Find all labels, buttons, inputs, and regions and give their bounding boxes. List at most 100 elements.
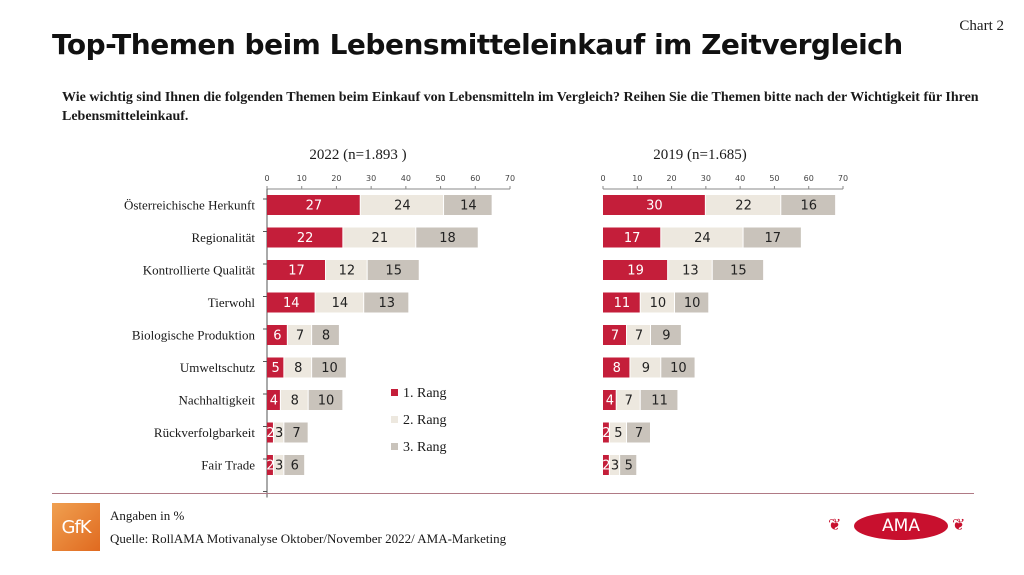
- bar-value-label: 11: [614, 296, 631, 311]
- legend-swatch-3: [391, 443, 398, 450]
- bar-segment-1: [603, 455, 609, 475]
- bar-segment-1: [267, 195, 360, 215]
- bar-segment-2: [343, 227, 416, 248]
- bar-value-label: 6: [273, 329, 281, 344]
- bar-value-label: 3: [611, 459, 619, 474]
- footer-divider: [52, 493, 974, 494]
- bar-value-label: 14: [332, 296, 349, 311]
- bar-value-label: 5: [272, 361, 280, 376]
- bar-segment-3: [367, 260, 419, 280]
- bar-value-label: 15: [385, 264, 402, 279]
- bar-segment-2: [315, 292, 364, 313]
- bar-segment-2: [287, 325, 312, 345]
- legend-swatch-1: [391, 389, 398, 396]
- bar-segment-3: [640, 390, 678, 410]
- bar-segment-1: [267, 292, 315, 313]
- bar-value-label: 7: [635, 426, 643, 441]
- ornament-right-icon: ❦: [952, 517, 966, 534]
- bar-segment-2: [284, 357, 312, 378]
- bar-value-label: 8: [322, 329, 330, 344]
- x-tick-label: 70: [838, 174, 848, 183]
- x-tick-label: 70: [505, 174, 515, 183]
- bar-segment-3: [712, 260, 764, 280]
- bar-segment-2: [661, 227, 743, 248]
- bar-segment-3: [284, 455, 305, 475]
- x-tick-label: 20: [666, 174, 676, 183]
- bar-segment-3: [444, 195, 492, 215]
- footnote-unit: Angaben in %: [110, 508, 185, 523]
- chart-title-1: 2019 (n=1.685): [653, 147, 746, 163]
- bar-value-label: 9: [642, 361, 650, 376]
- ama-logo-text: AMA: [854, 512, 948, 540]
- bar-value-label: 27: [306, 199, 323, 214]
- x-tick-label: 0: [264, 174, 269, 183]
- bar-value-label: 7: [635, 329, 643, 344]
- bar-value-label: 10: [650, 296, 667, 311]
- bar-value-label: 10: [684, 296, 701, 311]
- bar-segment-1: [267, 357, 284, 378]
- survey-question: Wie wichtig sind Ihnen die folgenden The…: [62, 90, 979, 124]
- x-tick-label: 30: [366, 174, 376, 183]
- bar-value-label: 9: [662, 329, 670, 344]
- bar-segment-1: [603, 227, 661, 248]
- bar-value-label: 5: [614, 426, 622, 441]
- bar-value-label: 17: [764, 231, 781, 246]
- bar-value-label: 19: [627, 264, 644, 279]
- category-label: Biologische Produktion: [132, 328, 256, 343]
- bar-value-label: 8: [613, 361, 621, 376]
- chart-number: Chart 2: [959, 18, 1004, 34]
- bar-segment-2: [627, 325, 650, 345]
- bar-segment-1: [603, 357, 630, 378]
- ama-logo: ❦ AMA ❦: [828, 510, 974, 542]
- bar-value-label: 6: [291, 459, 299, 474]
- bar-value-label: 8: [291, 394, 299, 409]
- x-tick-label: 0: [600, 174, 605, 183]
- bar-segment-1: [603, 260, 668, 280]
- bar-segment-3: [364, 292, 409, 313]
- bar-value-label: 15: [730, 264, 747, 279]
- gfk-logo: GfK: [52, 503, 100, 551]
- bar-segment-1: [603, 390, 616, 410]
- x-tick-label: 10: [632, 174, 642, 183]
- bar-segment-2: [640, 292, 674, 313]
- bar-value-label: 24: [394, 199, 411, 214]
- bar-value-label: 21: [372, 231, 389, 246]
- bar-segment-3: [627, 422, 650, 443]
- bar-segment-2: [705, 195, 781, 215]
- bar-segment-2: [668, 260, 712, 280]
- legend-swatch-2: [391, 416, 398, 423]
- bar-value-label: 4: [606, 394, 614, 409]
- bar-segment-2: [280, 390, 308, 410]
- bar-value-label: 13: [378, 296, 395, 311]
- x-tick-label: 10: [297, 174, 307, 183]
- x-tick-label: 40: [735, 174, 745, 183]
- chart-title-0: 2022 (n=1.893 ): [309, 147, 406, 163]
- bar-value-label: 5: [625, 459, 633, 474]
- bar-segment-2: [609, 455, 620, 475]
- bar-segment-1: [267, 422, 273, 443]
- bar-segment-3: [284, 422, 308, 443]
- bar-value-label: 7: [296, 329, 304, 344]
- bar-value-label: 13: [682, 264, 699, 279]
- bar-segment-3: [781, 195, 836, 215]
- bar-value-label: 10: [321, 361, 338, 376]
- bar-segment-3: [308, 390, 343, 410]
- bar-segment-1: [267, 227, 343, 248]
- bar-value-label: 3: [275, 459, 283, 474]
- category-label: Umweltschutz: [180, 360, 255, 375]
- x-tick-label: 50: [435, 174, 445, 183]
- bar-value-label: 11: [651, 394, 668, 409]
- bar-value-label: 17: [288, 264, 305, 279]
- bar-segment-1: [603, 292, 640, 313]
- bar-segment-2: [273, 422, 284, 443]
- category-label: Tierwohl: [208, 295, 256, 310]
- bar-segment-2: [326, 260, 367, 280]
- bar-segment-3: [312, 325, 339, 345]
- bar-value-label: 8: [294, 361, 302, 376]
- bar-value-label: 7: [292, 426, 300, 441]
- bar-value-label: 2: [602, 426, 610, 441]
- bar-value-label: 30: [646, 199, 663, 214]
- ornament-left-icon: ❦: [828, 517, 842, 534]
- bar-value-label: 24: [694, 231, 711, 246]
